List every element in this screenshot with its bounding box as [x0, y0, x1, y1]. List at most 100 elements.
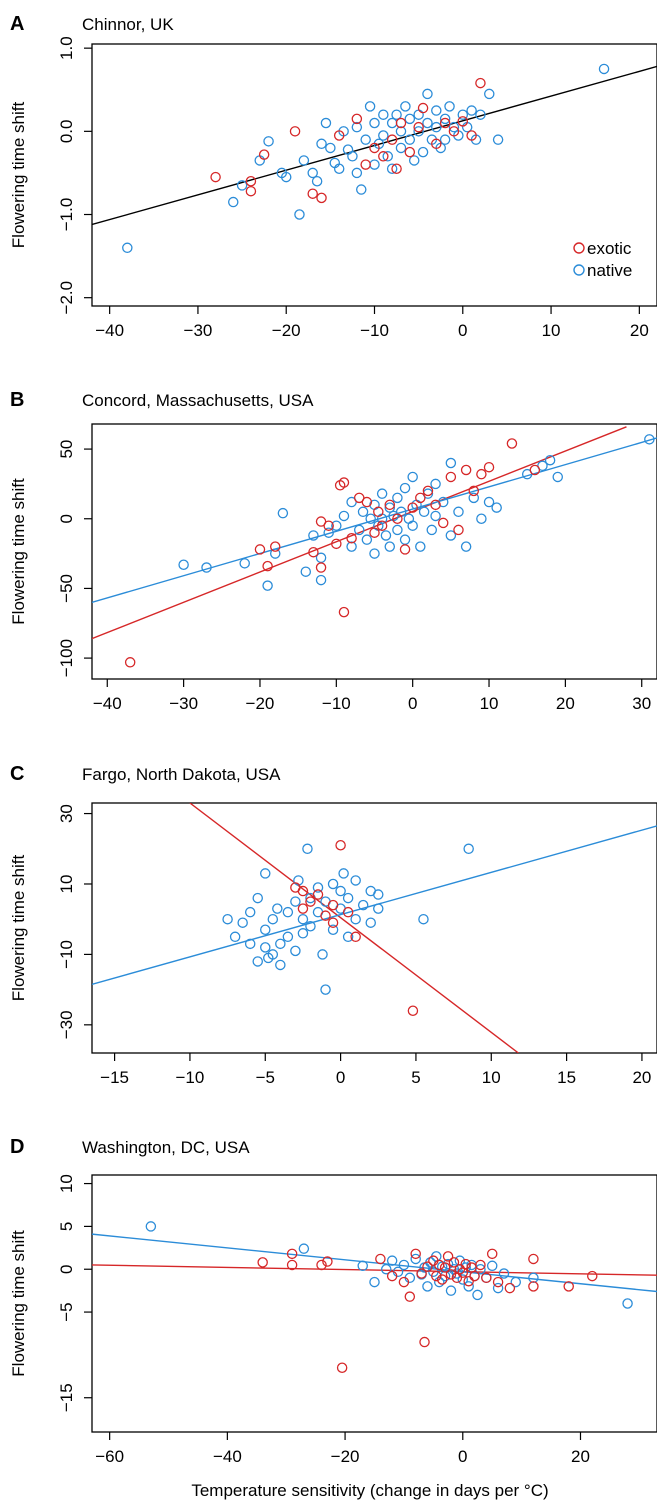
- point-exotic: [481, 1272, 492, 1284]
- point-native: [384, 502, 396, 513]
- point-native: [486, 1260, 498, 1272]
- x-tick-label: 10: [542, 321, 561, 340]
- point-native: [376, 488, 388, 499]
- point-native: [453, 506, 464, 518]
- y-tick-label: −100: [57, 639, 76, 677]
- point-exotic: [587, 1270, 598, 1282]
- x-tick-label: −40: [93, 694, 122, 713]
- point-native: [357, 506, 369, 518]
- panel-letter: B: [10, 389, 24, 411]
- panel-a: A Chinnor, UK −40 −30 −20 −10 0 10 20 1.0 0.0 −1.0 −…: [9, 13, 657, 340]
- point-native: [378, 130, 389, 141]
- point-exotic: [315, 562, 327, 573]
- y-tick-label: 0.0: [57, 120, 76, 144]
- point-native: [227, 196, 239, 208]
- point-native: [236, 180, 248, 191]
- point-exotic: [384, 499, 396, 511]
- point-exotic: [262, 560, 273, 572]
- point-native: [353, 524, 365, 536]
- point-native: [308, 530, 319, 541]
- x-tick-label: −10: [176, 1068, 205, 1087]
- point-exotic: [528, 1281, 539, 1292]
- x-tick-label: 30: [632, 694, 651, 713]
- point-exotic: [399, 544, 411, 555]
- point-native: [222, 913, 233, 925]
- point-native: [408, 155, 420, 166]
- point-native: [263, 136, 274, 147]
- point-exotic: [254, 544, 266, 555]
- point-exotic: [124, 657, 136, 668]
- point-native: [622, 1298, 633, 1309]
- point-native: [252, 956, 263, 967]
- point-exotic: [257, 1257, 268, 1268]
- point-native: [386, 163, 398, 175]
- x-tick-label: 0: [408, 694, 417, 713]
- point-exotic: [327, 899, 339, 911]
- point-native: [338, 868, 349, 879]
- point-exotic: [404, 1291, 416, 1302]
- point-exotic: [327, 917, 339, 928]
- point-exotic: [468, 485, 480, 497]
- point-exotic: [492, 1276, 504, 1288]
- point-native: [369, 117, 380, 129]
- y-tick-label: 0: [57, 514, 76, 523]
- x-tick-label: 0: [458, 321, 467, 340]
- point-native: [417, 146, 429, 158]
- legend-label-exotic: exotic: [587, 239, 632, 258]
- point-exotic: [346, 533, 357, 544]
- point-native: [315, 574, 327, 586]
- point-exotic: [457, 116, 469, 127]
- point-exotic: [360, 159, 371, 170]
- point-native: [463, 843, 474, 855]
- point-exotic: [460, 464, 472, 476]
- point-native: [484, 88, 495, 100]
- point-exotic: [463, 1275, 474, 1287]
- x-tick-label: −40: [213, 1447, 242, 1466]
- point-exotic: [407, 502, 418, 513]
- point-native: [431, 121, 442, 133]
- point-native: [327, 878, 339, 890]
- point-native: [307, 167, 318, 179]
- point-native: [277, 507, 289, 519]
- point-exotic: [386, 134, 398, 145]
- point-exotic: [439, 117, 451, 129]
- point-native: [294, 209, 305, 220]
- point-exotic: [320, 910, 331, 921]
- point-exotic: [417, 102, 429, 114]
- point-native: [418, 913, 429, 925]
- y-tick-label: 10: [57, 1174, 76, 1193]
- point-native: [325, 142, 336, 154]
- point-native: [457, 109, 469, 120]
- point-native: [378, 109, 389, 120]
- y-tick-label: −15: [57, 1383, 76, 1412]
- y-tick-label: −2.0: [57, 281, 76, 315]
- point-exotic: [286, 1248, 298, 1260]
- point-native: [510, 1276, 521, 1288]
- point-native: [317, 949, 328, 960]
- point-exotic: [416, 1268, 427, 1279]
- point-native: [201, 562, 212, 573]
- plot-frame: [91, 1174, 657, 1433]
- point-native: [407, 471, 418, 483]
- point-native: [399, 482, 411, 494]
- point-native: [457, 1274, 469, 1285]
- point-exotic: [415, 492, 426, 504]
- point-native: [320, 117, 332, 129]
- point-exotic: [466, 130, 477, 141]
- plot-area: [92, 426, 657, 668]
- point-native: [350, 875, 361, 886]
- point-native: [445, 1285, 457, 1296]
- point-native: [552, 471, 563, 483]
- point-native: [369, 159, 380, 170]
- point-exotic: [442, 1251, 454, 1262]
- point-native: [357, 1260, 368, 1272]
- y-axis-label: Flowering time shift: [9, 855, 28, 1002]
- point-native: [260, 868, 271, 879]
- point-exotic: [563, 1281, 574, 1292]
- x-tick-label: −15: [100, 1068, 129, 1087]
- point-exotic: [504, 1282, 516, 1294]
- point-exotic: [297, 903, 309, 914]
- point-native: [404, 113, 416, 125]
- point-exotic: [245, 185, 257, 197]
- point-native: [422, 117, 433, 129]
